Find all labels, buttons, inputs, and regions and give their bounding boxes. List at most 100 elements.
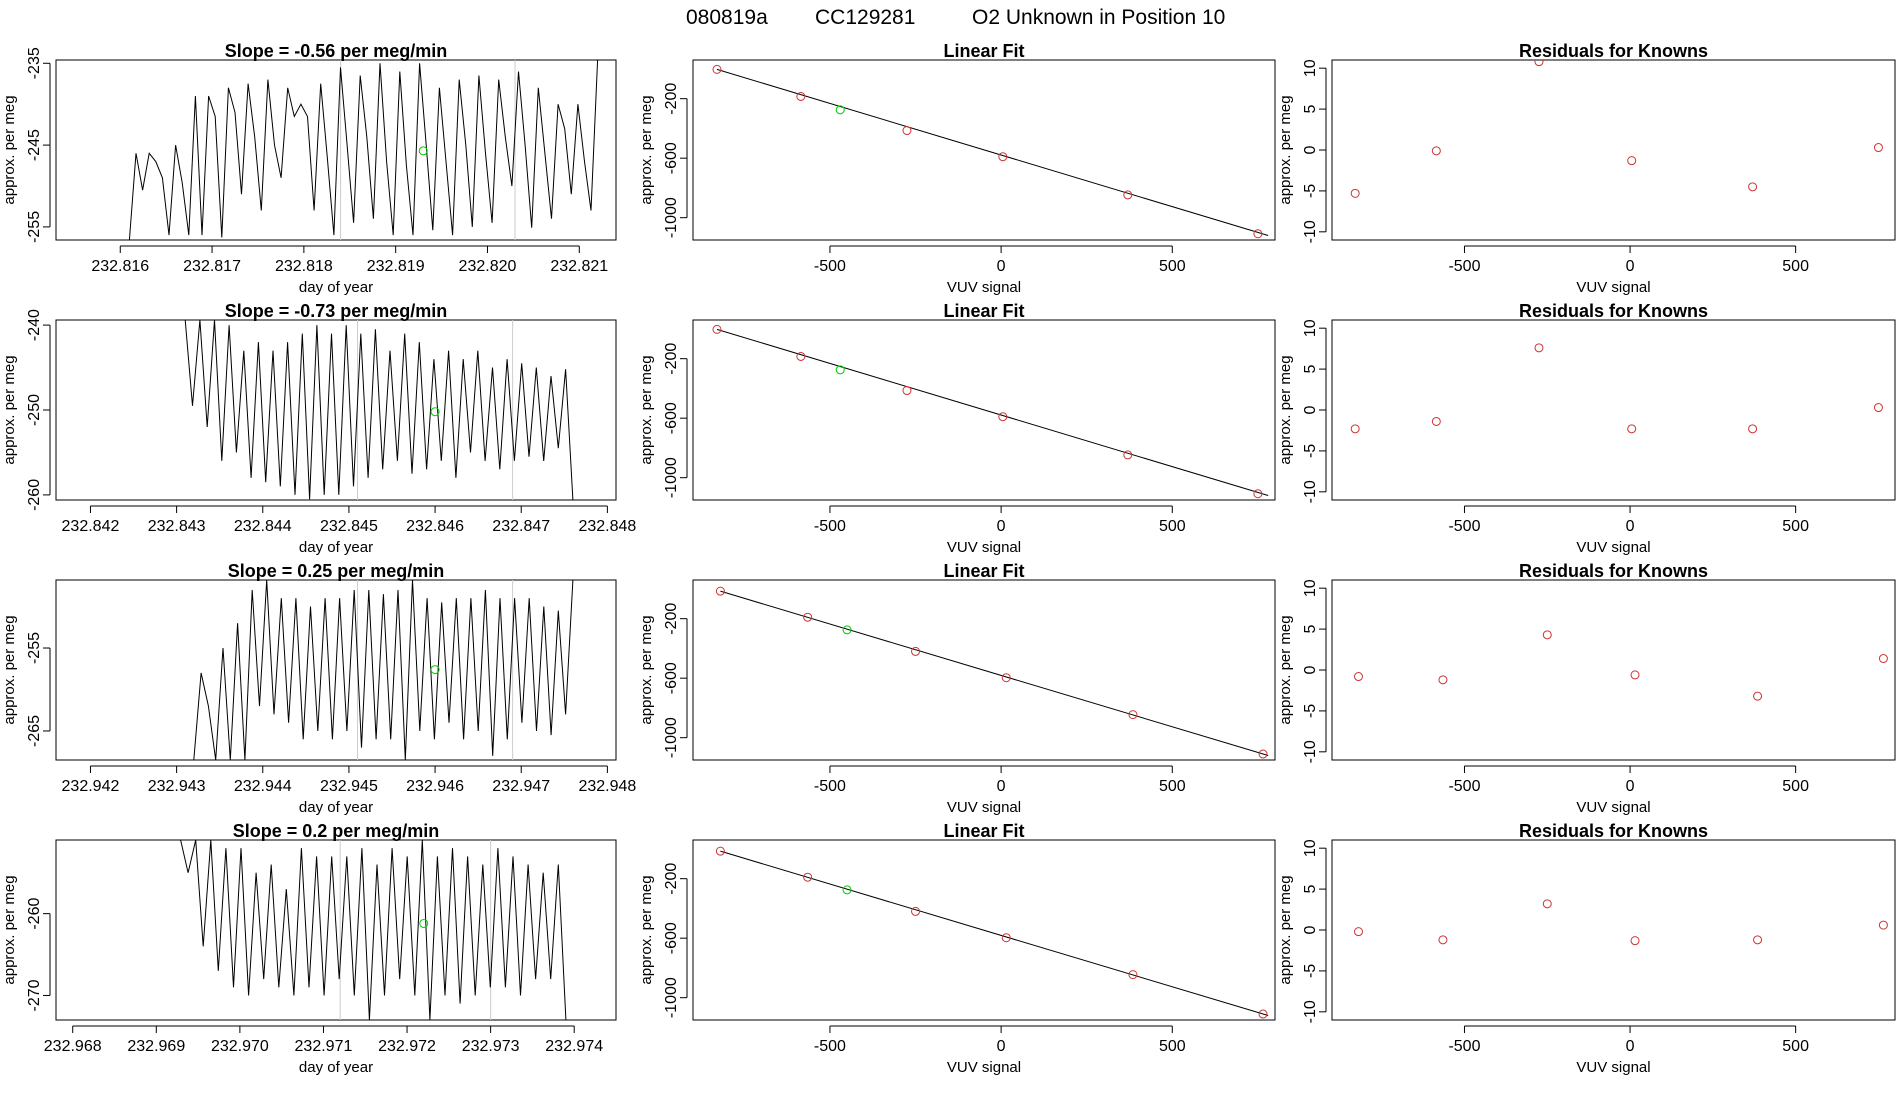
unknown-sample-point	[842, 885, 852, 895]
residual-point	[1630, 936, 1640, 946]
known-standard-point	[796, 91, 806, 101]
y-tick-label: -200	[663, 343, 680, 375]
residual-point	[1873, 403, 1883, 413]
y-tick-label: -600	[663, 662, 680, 694]
known-standard-point	[803, 612, 813, 622]
y-tick-label: -260	[26, 479, 43, 511]
chart-title: Linear Fit	[943, 821, 1024, 841]
header-run-id: 080819a	[686, 6, 768, 29]
x-axis-label: day of year	[299, 799, 373, 816]
y-axis-label: approx. per meg	[1277, 355, 1294, 464]
unknown-sample-point	[430, 407, 440, 417]
unknown-sample-point	[835, 365, 845, 375]
y-axis-label: approx. per meg	[1277, 875, 1294, 984]
chart-title: Slope = -0.56 per meg/min	[225, 41, 448, 61]
plot-frame	[1331, 839, 1896, 1021]
x-tick-label: 500	[1159, 258, 1186, 275]
y-tick-label: -5	[1302, 964, 1319, 978]
plot-frame	[55, 839, 617, 1021]
chart-title: Slope = 0.2 per meg/min	[233, 821, 440, 841]
y-tick-label: -600	[663, 402, 680, 434]
signal-trace	[173, 840, 567, 1020]
x-tick-label: 232.844	[234, 518, 292, 535]
chart-panel-time-series-row-3: Slope = 0.25 per meg/min 232.942 232.943 23…	[1, 561, 636, 816]
chart-panel-linear-fit-row-4: Linear Fit -500 0 500 VUV signal -200 -600 -100…	[638, 821, 1276, 1076]
chart-panel-time-series-row-4: Slope = 0.2 per meg/min 232.968 232.969 232…	[1, 821, 617, 1076]
residual-point	[1627, 424, 1637, 434]
residual-point	[1438, 675, 1448, 685]
y-tick-label: 10	[1302, 839, 1319, 857]
x-tick-label: 232.819	[367, 258, 425, 275]
y-tick-label: -10	[1302, 1000, 1319, 1023]
y-tick-label: 10	[1302, 579, 1319, 597]
chart-title: Residuals for Knowns	[1519, 41, 1708, 61]
x-tick-label: 500	[1782, 1038, 1809, 1055]
y-tick-label: -200	[663, 83, 680, 115]
x-tick-label: 500	[1782, 258, 1809, 275]
y-tick-label: -255	[26, 211, 43, 243]
x-tick-label: 232.947	[492, 778, 550, 795]
chart-panel-linear-fit-row-1: Linear Fit -500 0 500 VUV signal -200 -600 -100…	[638, 41, 1276, 296]
x-tick-label: 0	[1626, 1038, 1635, 1055]
y-tick-label: -250	[26, 394, 43, 426]
known-standard-point	[712, 324, 722, 334]
x-axis-label: VUV signal	[947, 279, 1021, 296]
x-axis-label: VUV signal	[1576, 279, 1650, 296]
residual-point	[1542, 899, 1552, 909]
chart-title: Slope = 0.25 per meg/min	[228, 561, 445, 581]
known-standard-point	[1253, 489, 1263, 499]
residual-point	[1534, 60, 1544, 67]
y-tick-label: -1000	[663, 977, 680, 1018]
plot-frame	[1331, 579, 1896, 761]
x-tick-label: 500	[1782, 778, 1809, 795]
plot-area	[1353, 899, 1888, 946]
plot-area	[193, 580, 574, 760]
y-tick-label: -255	[26, 632, 43, 664]
x-tick-label: 0	[997, 258, 1006, 275]
known-standard-point	[1253, 229, 1263, 239]
residual-point	[1873, 143, 1883, 153]
y-axis-label: approx. per meg	[638, 95, 655, 204]
x-tick-label: 232.972	[378, 1038, 436, 1055]
chart-panel-residuals-row-3: Residuals for Knowns -500 0 500 VUV signal 10…	[1277, 561, 1896, 816]
y-tick-label: 0	[1302, 665, 1319, 674]
y-tick-label: 0	[1302, 925, 1319, 934]
y-tick-label: -5	[1302, 184, 1319, 198]
known-standard-point	[1128, 970, 1138, 980]
x-tick-label: 232.847	[492, 518, 550, 535]
x-tick-label: -500	[814, 518, 846, 535]
chart-title: Slope = -0.73 per meg/min	[225, 301, 448, 321]
y-tick-label: 5	[1302, 105, 1319, 114]
x-axis-label: VUV signal	[947, 1059, 1021, 1076]
x-tick-label: 232.945	[320, 778, 378, 795]
plot-area	[128, 60, 599, 240]
residual-point	[1542, 630, 1552, 640]
plot-frame	[692, 319, 1276, 501]
chart-title: Linear Fit	[943, 301, 1024, 321]
residual-point	[1353, 927, 1363, 937]
known-standard-point	[1001, 933, 1011, 943]
y-tick-label: -265	[26, 715, 43, 747]
x-tick-label: -500	[1448, 778, 1480, 795]
plot-area	[1353, 630, 1888, 701]
x-tick-label: -500	[814, 258, 846, 275]
x-tick-label: 500	[1159, 1038, 1186, 1055]
x-tick-label: 232.816	[91, 258, 149, 275]
x-tick-label: 232.968	[44, 1038, 102, 1055]
y-tick-label: 10	[1302, 319, 1319, 337]
residual-point	[1878, 920, 1888, 930]
y-axis-label: approx. per meg	[1, 615, 18, 724]
x-tick-label: 0	[997, 1038, 1006, 1055]
y-tick-label: -1000	[663, 197, 680, 238]
y-axis-label: approx. per meg	[1277, 615, 1294, 724]
x-tick-label: 232.948	[578, 778, 636, 795]
residual-point	[1534, 343, 1544, 353]
x-tick-label: 232.944	[234, 778, 292, 795]
y-axis-label: approx. per meg	[1277, 95, 1294, 204]
y-tick-label: -270	[26, 979, 43, 1011]
x-tick-label: 0	[1626, 778, 1635, 795]
y-tick-label: -200	[663, 603, 680, 635]
x-tick-label: -500	[1448, 1038, 1480, 1055]
residual-point	[1350, 424, 1360, 434]
